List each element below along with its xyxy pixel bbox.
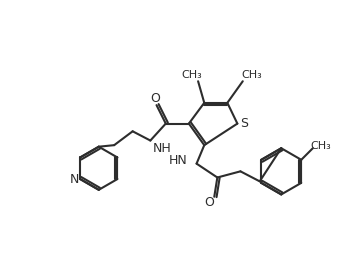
- Text: CH₃: CH₃: [310, 141, 331, 151]
- Text: O: O: [150, 93, 160, 106]
- Text: CH₃: CH₃: [242, 70, 262, 80]
- Text: N: N: [70, 173, 79, 186]
- Text: O: O: [205, 196, 215, 209]
- Text: S: S: [240, 117, 248, 130]
- Text: NH: NH: [153, 142, 171, 155]
- Text: CH₃: CH₃: [182, 70, 202, 80]
- Text: HN: HN: [169, 154, 187, 167]
